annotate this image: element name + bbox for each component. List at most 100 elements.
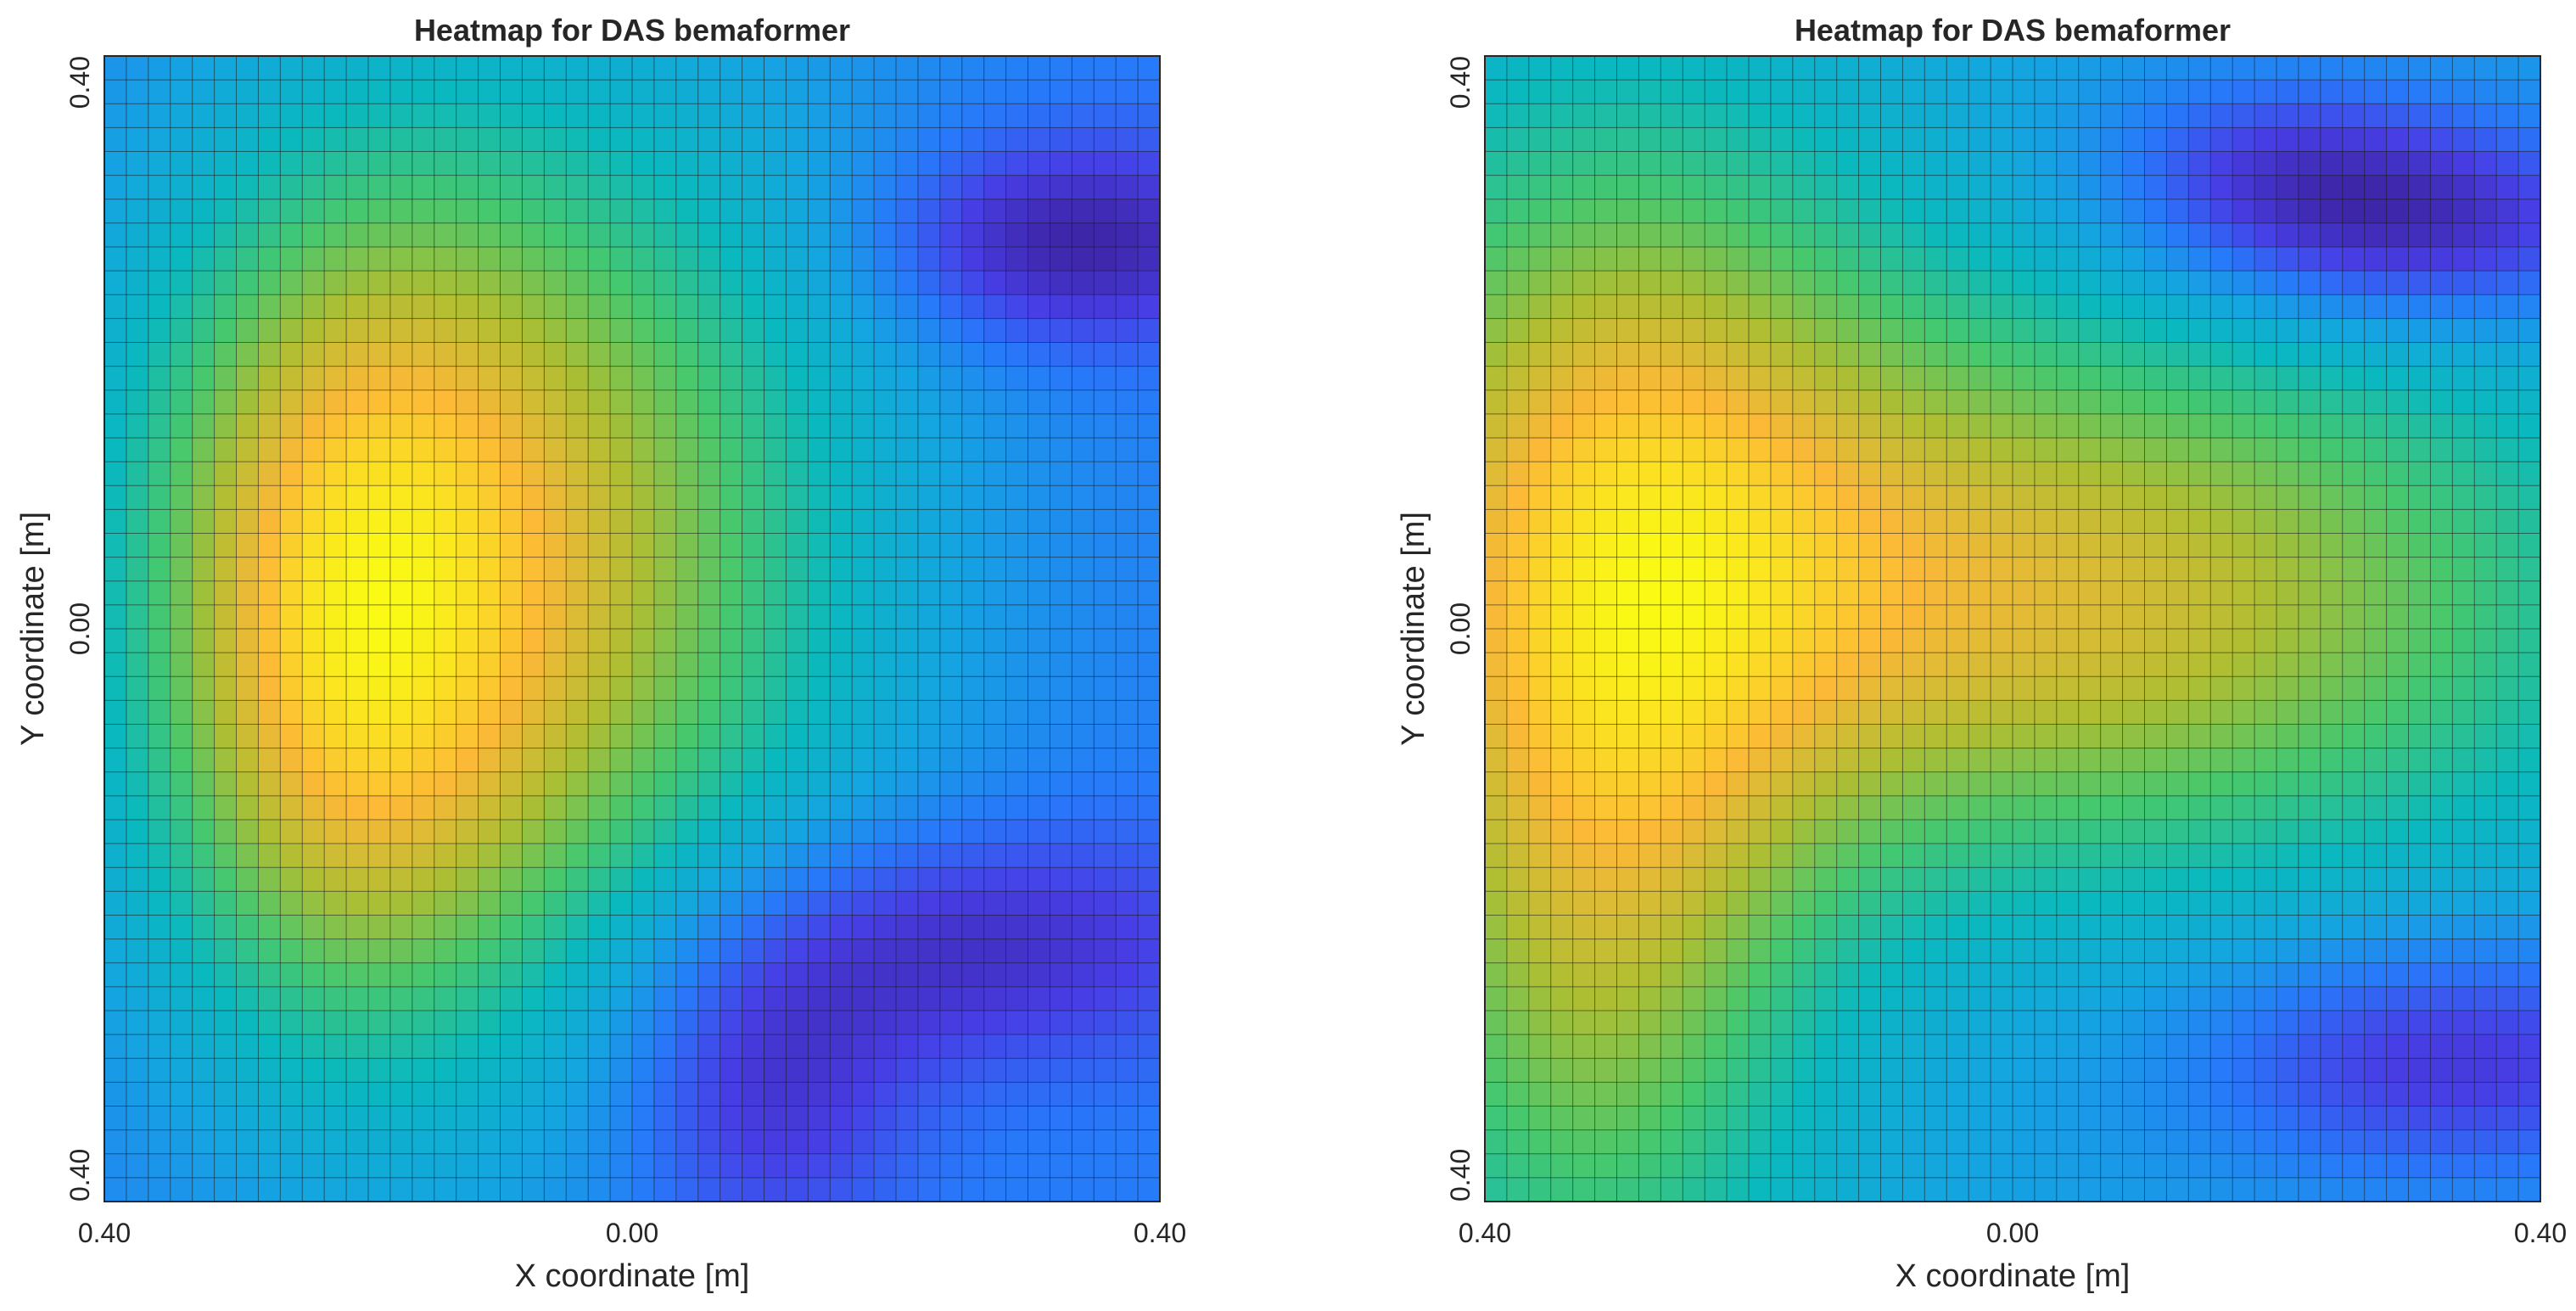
heatmap-cell <box>2078 795 2101 821</box>
heatmap-cell <box>412 557 435 582</box>
heatmap-cell <box>1616 127 1639 152</box>
heatmap-cell <box>2122 294 2145 319</box>
heatmap-cell <box>258 175 281 200</box>
heatmap-cell <box>2254 366 2277 391</box>
heatmap-cell <box>236 843 259 868</box>
heatmap-cell <box>258 1082 281 1107</box>
heatmap-cell <box>2452 342 2475 367</box>
heatmap-cell <box>522 413 545 439</box>
heatmap-cell <box>1616 771 1639 797</box>
heatmap-cell <box>588 580 611 606</box>
heatmap-cell <box>258 151 281 176</box>
heatmap-cell <box>786 867 809 892</box>
heatmap-cell <box>2320 962 2344 988</box>
heatmap-cell <box>2122 104 2145 128</box>
heatmap-cell <box>104 342 127 367</box>
heatmap-cell <box>961 1129 984 1155</box>
heatmap-cell <box>874 1082 897 1107</box>
heatmap-cell <box>500 462 523 486</box>
heatmap-cell <box>2364 104 2387 128</box>
heatmap-cell <box>478 653 501 677</box>
heatmap-cell <box>1028 1153 1050 1179</box>
heatmap-cell <box>2474 891 2497 916</box>
heatmap-cell <box>1991 509 2013 534</box>
heatmap-cell <box>852 676 875 701</box>
heatmap-cell <box>1792 413 1816 439</box>
heatmap-cell <box>412 1177 435 1202</box>
heatmap-cell <box>192 820 215 844</box>
heatmap-cell <box>808 1034 831 1059</box>
heatmap-cell <box>478 1082 501 1107</box>
heatmap-cell <box>1902 222 1925 248</box>
heatmap-cell <box>346 1058 369 1083</box>
heatmap-cell <box>258 1106 281 1130</box>
heatmap-cell <box>961 1153 984 1179</box>
heatmap-cell <box>1005 199 1028 224</box>
heatmap-cell <box>170 80 193 104</box>
heatmap-cell <box>148 986 171 1011</box>
heatmap-cell <box>786 795 809 821</box>
heatmap-cell <box>2298 748 2321 773</box>
heatmap-cell <box>1991 676 2013 701</box>
heatmap-cell <box>2386 1082 2409 1107</box>
heatmap-cell <box>632 748 655 773</box>
heatmap-cell <box>412 127 435 152</box>
heatmap-cell <box>456 820 479 844</box>
heatmap-cell <box>2276 1129 2299 1155</box>
heatmap-cell <box>1705 222 1728 248</box>
heatmap-cell <box>720 438 742 462</box>
heatmap-cell <box>280 462 303 486</box>
heatmap-cell <box>2188 938 2211 964</box>
heatmap-cell <box>302 891 325 916</box>
heatmap-cell <box>1880 104 1903 128</box>
heatmap-cell <box>412 271 435 295</box>
heatmap-cell <box>1005 485 1028 510</box>
heatmap-cell <box>2013 1058 2036 1083</box>
heatmap-cell <box>1880 867 1903 892</box>
heatmap-cell <box>852 1082 875 1107</box>
heatmap-cell <box>1683 1058 1705 1083</box>
heatmap-cell <box>2078 938 2101 964</box>
heatmap-cell <box>2496 820 2519 844</box>
heatmap-cell <box>478 986 501 1011</box>
heatmap-cell <box>697 1177 720 1202</box>
heatmap-cell <box>830 222 853 248</box>
heatmap-cell <box>610 1011 633 1035</box>
heatmap-cell <box>675 222 699 248</box>
heatmap-cell <box>786 271 809 295</box>
heatmap-cell <box>786 509 809 534</box>
heatmap-cell <box>2364 676 2387 701</box>
heatmap-cell <box>2122 700 2145 725</box>
heatmap-cell <box>1727 413 1750 439</box>
heatmap-cell <box>961 938 984 964</box>
heatmap-cell <box>412 389 435 415</box>
heatmap-cell <box>874 127 897 152</box>
heatmap-cell <box>434 1082 456 1107</box>
heatmap-cell <box>258 843 281 868</box>
heatmap-cell <box>742 485 764 510</box>
heatmap-cell <box>236 104 259 128</box>
heatmap-cell <box>368 222 391 248</box>
heatmap-cell <box>1506 199 1530 224</box>
heatmap-cell <box>1858 151 1881 176</box>
heatmap-cell <box>2254 533 2277 557</box>
heatmap-cell <box>2408 1129 2431 1155</box>
heatmap-cell <box>1094 366 1117 391</box>
heatmap-cell <box>2518 867 2541 892</box>
heatmap-cell <box>632 175 655 200</box>
heatmap-cell <box>2056 1153 2080 1179</box>
heatmap-cell <box>896 795 919 821</box>
heatmap-cell <box>2034 629 2058 653</box>
heatmap-cell <box>852 843 875 868</box>
heatmap-cell <box>588 1058 611 1083</box>
heatmap-cell <box>610 795 633 821</box>
heatmap-cell <box>280 1011 303 1035</box>
heatmap-cell <box>896 820 919 844</box>
heatmap-cell <box>653 915 677 939</box>
heatmap-cell <box>2386 1153 2409 1179</box>
heatmap-cell <box>1094 557 1117 582</box>
heatmap-cell <box>522 1129 545 1155</box>
heatmap-cell <box>1749 199 1772 224</box>
heatmap-cell <box>2232 938 2255 964</box>
heatmap-cell <box>346 1177 369 1202</box>
